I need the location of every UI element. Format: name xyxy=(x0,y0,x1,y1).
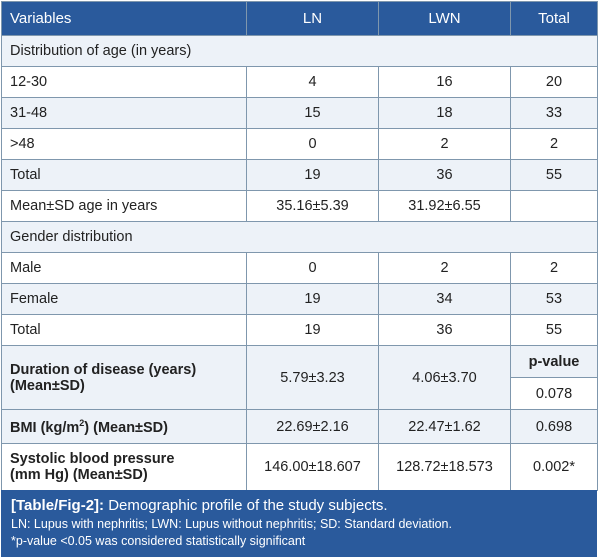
header-row: Variables LN LWN Total xyxy=(1,1,598,36)
cell-ln: 19 xyxy=(246,283,379,315)
cell-total: 2 xyxy=(510,128,598,160)
table-row: Female 19 34 53 xyxy=(1,283,598,315)
table-row: Total 19 36 55 xyxy=(1,314,598,346)
table-row: >48 0 2 2 xyxy=(1,128,598,160)
sbp-label-line1: Systolic blood pressure xyxy=(10,451,175,467)
cell-lwn: 16 xyxy=(378,66,511,98)
caption-title-text: Demographic profile of the study subject… xyxy=(104,497,388,514)
section-row-gender: Gender distribution xyxy=(1,221,598,253)
section-age-label: Distribution of age (in years) xyxy=(1,35,598,67)
row-label: Mean±SD age in years xyxy=(1,190,247,222)
sbp-label-line2: (mm Hg) (Mean±SD) xyxy=(10,467,148,483)
duration-pvalue-row: 0.078 xyxy=(2,377,598,410)
cell-total: 33 xyxy=(510,97,598,129)
table-row: Total 19 36 55 xyxy=(1,159,598,191)
row-label: Male xyxy=(1,252,247,284)
caption-ref: [Table/Fig-2]: xyxy=(11,497,105,514)
row-label: >48 xyxy=(1,128,247,160)
sbp-lwn: 128.72±18.573 xyxy=(378,443,511,491)
pvalue-header: p-value xyxy=(510,345,598,378)
cell-ln: 19 xyxy=(246,159,379,191)
cell-total: 2 xyxy=(510,252,598,284)
bmi-lwn: 22.47±1.62 xyxy=(378,409,511,444)
cell-lwn: 2 xyxy=(378,252,511,284)
table-row: 31-48 15 18 33 xyxy=(1,97,598,129)
row-label: 12-30 xyxy=(1,66,247,98)
table-caption: [Table/Fig-2]: Demographic profile of th… xyxy=(1,490,597,557)
section-gender-label: Gender distribution xyxy=(1,221,598,253)
bmi-pvalue: 0.698 xyxy=(510,409,598,444)
cell-lwn: 36 xyxy=(378,314,511,346)
duration-label: Duration of disease (years) (Mean±SD) xyxy=(1,345,247,410)
bmi-label-sup: 2 xyxy=(79,417,85,428)
cell-ln: 19 xyxy=(246,314,379,346)
header-ln: LN xyxy=(246,1,379,36)
cell-ln: 0 xyxy=(246,252,379,284)
duration-pvalue: 0.078 xyxy=(510,377,598,410)
cell-ln: 15 xyxy=(246,97,379,129)
cell-lwn: 2 xyxy=(378,128,511,160)
bmi-row: BMI (kg/m2) (Mean±SD) 22.69±2.16 22.47±1… xyxy=(1,409,598,444)
table-row: 12-30 4 16 20 xyxy=(1,66,598,98)
cell-lwn: 34 xyxy=(378,283,511,315)
cell-total xyxy=(510,190,598,222)
caption-title: [Table/Fig-2]: Demographic profile of th… xyxy=(11,496,587,516)
bmi-label-pre: BMI (kg/m xyxy=(10,419,80,436)
section-row-age: Distribution of age (in years) xyxy=(1,35,598,67)
cell-total: 55 xyxy=(510,314,598,346)
duration-label-line1: Duration of disease (years) xyxy=(10,361,197,378)
header-variables: Variables xyxy=(1,1,247,36)
cell-lwn: 36 xyxy=(378,159,511,191)
duration-row: Duration of disease (years) (Mean±SD) 5.… xyxy=(1,345,598,410)
sbp-label: Systolic blood pressure (mm Hg) (Mean±SD… xyxy=(1,443,247,491)
bmi-ln: 22.69±2.16 xyxy=(246,409,379,444)
bmi-label-post: ) (Mean±SD) xyxy=(84,419,168,436)
cell-ln: 0 xyxy=(246,128,379,160)
row-label: Female xyxy=(1,283,247,315)
cell-lwn: 18 xyxy=(378,97,511,129)
cell-lwn: 31.92±6.55 xyxy=(378,190,511,222)
duration-ln: 5.79±3.23 xyxy=(246,345,379,410)
cell-total: 20 xyxy=(510,66,598,98)
sbp-row: Systolic blood pressure (mm Hg) (Mean±SD… xyxy=(1,443,598,491)
cell-ln: 35.16±5.39 xyxy=(246,190,379,222)
demographic-table: Variables LN LWN Total Distribution of a… xyxy=(1,1,598,491)
row-label: Total xyxy=(1,314,247,346)
row-label: 31-48 xyxy=(1,97,247,129)
duration-lwn: 4.06±3.70 xyxy=(378,345,511,410)
cell-ln: 4 xyxy=(246,66,379,98)
duration-label-line2: (Mean±SD) xyxy=(10,377,85,394)
caption-note-significance: *p-value <0.05 was considered statistica… xyxy=(11,534,306,548)
sbp-pvalue: 0.002* xyxy=(510,443,598,491)
cell-total: 53 xyxy=(510,283,598,315)
header-total: Total xyxy=(510,1,598,36)
table-row: Male 0 2 2 xyxy=(1,252,598,284)
sbp-ln: 146.00±18.607 xyxy=(246,443,379,491)
header-lwn: LWN xyxy=(378,1,511,36)
bmi-label: BMI (kg/m2) (Mean±SD) xyxy=(1,409,247,444)
cell-total: 55 xyxy=(510,159,598,191)
table-row: Mean±SD age in years 35.16±5.39 31.92±6.… xyxy=(1,190,598,222)
row-label: Total xyxy=(1,159,247,191)
caption-note-abbrev: LN: Lupus with nephritis; LWN: Lupus wit… xyxy=(11,517,452,531)
